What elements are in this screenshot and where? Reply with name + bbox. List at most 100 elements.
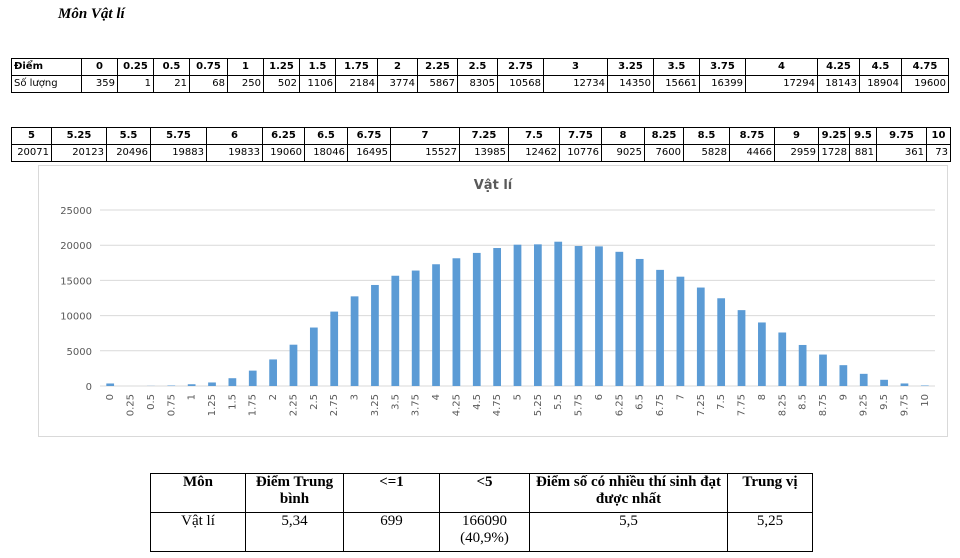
score-row: 5 5.25 5.5 5.75 6 6.25 6.5 6.75 7 7.25 7… (11, 127, 951, 145)
x-tick-label: 5 (513, 394, 524, 400)
score-cell: 2.5 (457, 58, 498, 76)
count-cell: 3774 (377, 75, 418, 93)
x-tick-label: 6.75 (655, 394, 666, 416)
count-cell: 15661 (653, 75, 700, 93)
score-cell: 4.5 (859, 58, 902, 76)
score-cell: 5.25 (51, 127, 107, 145)
bar (289, 344, 298, 386)
bar (187, 384, 196, 386)
score-cell: 3.75 (699, 58, 746, 76)
count-cell: 2959 (774, 144, 819, 162)
score-table-part1: Điểm 0 0.25 0.5 0.75 1 1.25 1.5 1.75 2 2… (11, 58, 949, 93)
score-cell: 5 (11, 127, 52, 145)
x-tick-label: 6.5 (635, 394, 646, 410)
bar (269, 359, 277, 386)
bar (676, 276, 685, 386)
count-cell: 19060 (262, 144, 305, 162)
bar (533, 244, 542, 386)
score-cell: 0.5 (153, 58, 190, 76)
score-cell: 6.5 (304, 127, 348, 145)
y-tick-label: 10000 (60, 312, 92, 323)
score-cell: 7.5 (508, 127, 560, 145)
score-cell: 9.5 (849, 127, 877, 145)
bar (208, 382, 216, 386)
bar (493, 248, 502, 386)
count-cell: 9025 (601, 144, 645, 162)
x-tick-label: 2.75 (329, 394, 340, 416)
count-cell: 19883 (150, 144, 207, 162)
x-tick-label: 3.5 (390, 394, 401, 410)
score-cell: 4.75 (901, 58, 949, 76)
x-tick-label: 8 (757, 394, 768, 400)
bar (452, 258, 461, 386)
count-cell: 4466 (729, 144, 775, 162)
count-cell: 2184 (335, 75, 378, 93)
score-cell: 4.25 (817, 58, 860, 76)
bar (472, 252, 481, 386)
count-cell: 16399 (699, 75, 746, 93)
count-cell: 502 (263, 75, 300, 93)
x-tick-label: 0 (105, 394, 116, 400)
x-tick-label: 5.75 (574, 394, 585, 416)
bar (920, 385, 929, 386)
score-table-part2: 5 5.25 5.5 5.75 6 6.25 6.5 6.75 7 7.25 7… (11, 127, 951, 162)
x-tick-label: 1 (187, 394, 198, 400)
count-cell: 10776 (559, 144, 602, 162)
count-cell: 5828 (683, 144, 730, 162)
x-tick-label: 0.25 (126, 394, 137, 416)
bar (717, 298, 726, 386)
count-cell: 359 (81, 75, 118, 93)
bar (819, 354, 827, 386)
count-cell: 881 (849, 144, 877, 162)
x-tick-label: 6 (594, 394, 605, 400)
y-tick-label: 0 (86, 382, 92, 393)
summary-header: Điểm số có nhiều thí sinh đạt được nhất (529, 473, 728, 513)
x-tick-label: 10 (920, 394, 931, 407)
page-heading: Môn Vật lí (58, 6, 125, 22)
score-cell: 9.25 (818, 127, 850, 145)
score-cell: 10 (926, 127, 951, 145)
bar (900, 383, 909, 386)
count-cell: 15527 (390, 144, 460, 162)
score-cell: 3.25 (607, 58, 654, 76)
count-cell: 14350 (607, 75, 654, 93)
count-cell: 13985 (459, 144, 509, 162)
x-tick-label: 0.5 (146, 394, 157, 410)
x-tick-label: 2 (268, 394, 279, 400)
bar (595, 246, 603, 386)
count-cell: 68 (189, 75, 228, 93)
count-cell: 19600 (901, 75, 949, 93)
count-cell: 12734 (543, 75, 608, 93)
bar (371, 284, 379, 386)
count-cell: 361 (876, 144, 927, 162)
score-cell: 1 (227, 58, 264, 76)
bar (839, 365, 848, 386)
bar (635, 258, 644, 386)
bar (411, 270, 420, 386)
bar-chart: Vật lí 0 5000 10000 15000 20000 25000 0 0.25 0.… (60, 178, 935, 416)
score-cell: 0.25 (117, 58, 154, 76)
bar (309, 327, 318, 386)
x-tick-label: 7 (675, 394, 686, 400)
x-tick-label: 8.75 (818, 394, 829, 416)
count-cell: 7600 (644, 144, 684, 162)
score-cell: 3 (543, 58, 608, 76)
count-row: Số lượng 359 1 21 68 250 502 1106 2184 3… (11, 75, 949, 93)
count-cell: 18046 (304, 144, 348, 162)
score-cell: 7.25 (459, 127, 509, 145)
bar (696, 287, 705, 386)
summary-header: <=1 (343, 473, 440, 513)
summary-data-row: Vật lí 5,34 699 166090 (40,9%) 5,5 5,25 (150, 512, 813, 552)
bar (106, 383, 115, 386)
score-cell: 5.5 (106, 127, 151, 145)
y-tick-label: 5000 (67, 347, 92, 358)
x-tick-label: 1.75 (248, 394, 259, 416)
summary-average: 5,34 (245, 512, 344, 552)
bar (554, 241, 563, 386)
x-tick-label: 1.5 (227, 394, 238, 410)
summary-subject: Vật lí (150, 512, 246, 552)
count-cell: 20123 (51, 144, 107, 162)
bar (798, 344, 807, 386)
score-cell: 9 (774, 127, 819, 145)
bar (737, 310, 746, 386)
